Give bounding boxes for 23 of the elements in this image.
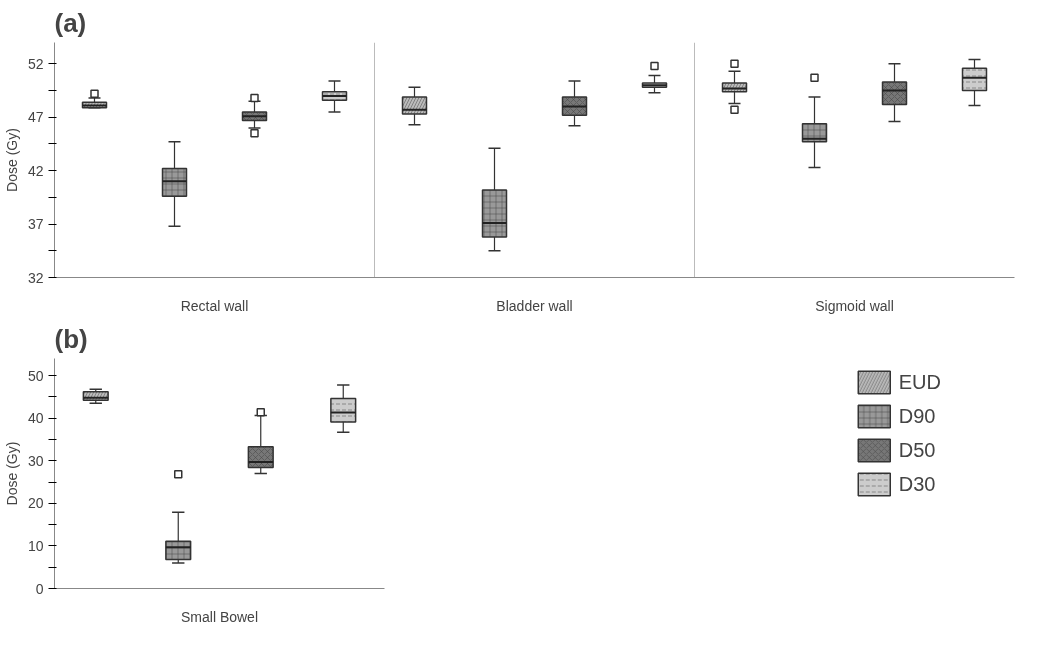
y-tick-label: 32 [27, 269, 44, 286]
legend-label: EUD [898, 370, 941, 394]
y-axis-title: Dose (Gy) [3, 441, 20, 506]
y-tick-label: 20 [27, 495, 44, 512]
y-tick-label: 0 [35, 580, 44, 597]
y-axis-title: Dose (Gy) [3, 128, 20, 192]
legend-label: D90 [898, 404, 936, 428]
x-tick-label: Sigmoid wall [815, 297, 894, 314]
x-tick-label: Rectal wall [180, 297, 249, 314]
y-tick-label: 40 [27, 410, 44, 427]
y-tick-label: 10 [27, 537, 44, 554]
y-tick-label: 37 [27, 216, 44, 233]
chart-title: (b) [54, 323, 88, 354]
y-tick-label: 50 [27, 367, 44, 384]
y-tick-label: 52 [27, 55, 44, 72]
y-tick-label: 42 [27, 162, 44, 179]
x-tick-label: Bladder wall [496, 297, 573, 314]
x-tick-label: Small Bowel [180, 608, 259, 625]
chart-title: (a) [54, 7, 87, 38]
y-tick-label: 47 [27, 109, 44, 126]
y-tick-label: 30 [27, 452, 44, 469]
legend-label: D50 [898, 438, 936, 462]
legend-label: D30 [898, 472, 936, 496]
